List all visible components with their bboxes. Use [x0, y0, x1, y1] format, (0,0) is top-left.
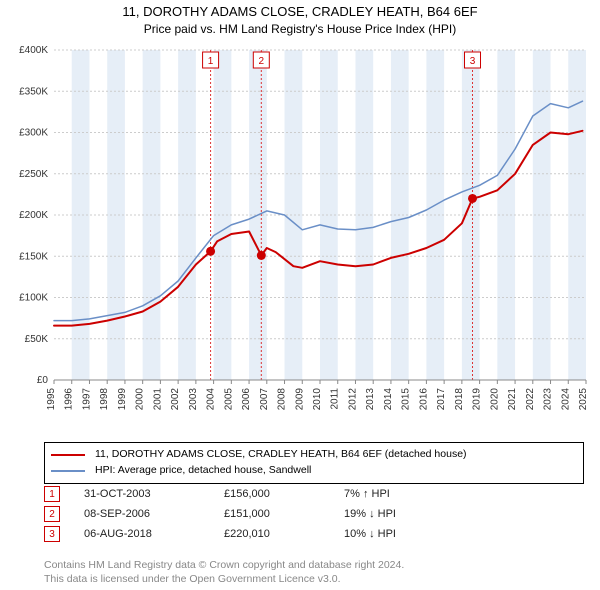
svg-text:2024: 2024 [560, 388, 571, 411]
events-table: 1 31-OCT-2003£156,0007% ↑ HPI 2 08-SEP-2006… [44, 486, 584, 546]
svg-text:2004: 2004 [206, 388, 217, 411]
event-row: 3 06-AUG-2018£220,01010% ↓ HPI [44, 526, 584, 542]
event-row: 1 31-OCT-2003£156,0007% ↑ HPI [44, 486, 584, 502]
svg-text:2018: 2018 [454, 388, 465, 411]
svg-text:2012: 2012 [347, 388, 358, 411]
svg-text:£400K: £400K [19, 45, 48, 56]
event-pct: 10% ↓ HPI [344, 528, 396, 540]
svg-text:2020: 2020 [489, 388, 500, 411]
event-price: £156,000 [224, 488, 344, 500]
svg-text:2019: 2019 [472, 388, 483, 411]
svg-text:£200K: £200K [19, 210, 48, 221]
root: 11, DOROTHY ADAMS CLOSE, CRADLEY HEATH, … [0, 0, 600, 590]
legend-label: HPI: Average price, detached house, Sand… [95, 463, 311, 479]
chart-area: £0 £50K £100K £150K £200K £250K £300K £350K £400… [8, 44, 592, 434]
svg-text:1: 1 [208, 56, 214, 67]
event-marker-box: 3 [44, 526, 60, 542]
svg-text:2001: 2001 [152, 388, 163, 411]
svg-text:2013: 2013 [365, 388, 376, 411]
chart-svg: £0 £50K £100K £150K £200K £250K £300K £350K £400… [8, 44, 592, 434]
event-marker-box: 1 [44, 486, 60, 502]
svg-text:£350K: £350K [19, 86, 48, 97]
footer: Contains HM Land Registry data © Crown c… [44, 558, 404, 586]
svg-text:2016: 2016 [418, 388, 429, 411]
event-pct: 19% ↓ HPI [344, 508, 396, 520]
svg-text:2006: 2006 [241, 388, 252, 411]
legend: 11, DOROTHY ADAMS CLOSE, CRADLEY HEATH, … [44, 442, 584, 484]
legend-row: HPI: Average price, detached house, Sand… [51, 463, 577, 479]
svg-text:2009: 2009 [294, 388, 305, 411]
svg-text:1997: 1997 [81, 388, 92, 411]
svg-text:2005: 2005 [223, 388, 234, 411]
chart-title: 11, DOROTHY ADAMS CLOSE, CRADLEY HEATH, … [0, 4, 600, 19]
svg-text:2022: 2022 [525, 388, 536, 411]
legend-row: 11, DOROTHY ADAMS CLOSE, CRADLEY HEATH, … [51, 447, 577, 463]
svg-text:3: 3 [470, 56, 476, 67]
svg-text:2007: 2007 [259, 388, 270, 411]
legend-swatch [51, 454, 85, 456]
svg-text:£300K: £300K [19, 128, 48, 139]
event-date: 08-SEP-2006 [84, 508, 224, 520]
svg-text:2002: 2002 [170, 388, 181, 411]
svg-text:2: 2 [259, 56, 265, 67]
footer-line-1: Contains HM Land Registry data © Crown c… [44, 558, 404, 572]
svg-text:2010: 2010 [312, 388, 323, 411]
svg-text:£100K: £100K [19, 293, 48, 304]
svg-text:£150K: £150K [19, 251, 48, 262]
svg-text:2014: 2014 [383, 388, 394, 411]
svg-text:2003: 2003 [188, 388, 199, 411]
svg-text:£50K: £50K [25, 334, 49, 345]
event-marker-box: 2 [44, 506, 60, 522]
event-pct: 7% ↑ HPI [344, 488, 390, 500]
event-date: 31-OCT-2003 [84, 488, 224, 500]
svg-text:2023: 2023 [543, 388, 554, 411]
svg-text:2021: 2021 [507, 388, 518, 411]
footer-line-2: This data is licensed under the Open Gov… [44, 572, 404, 586]
svg-text:£250K: £250K [19, 169, 48, 180]
svg-text:2000: 2000 [135, 388, 146, 411]
event-date: 06-AUG-2018 [84, 528, 224, 540]
chart-subtitle: Price paid vs. HM Land Registry's House … [0, 22, 600, 36]
svg-text:2025: 2025 [578, 388, 589, 411]
svg-text:1999: 1999 [117, 388, 128, 411]
svg-text:£0: £0 [37, 375, 49, 386]
svg-text:1996: 1996 [64, 388, 75, 411]
event-price: £151,000 [224, 508, 344, 520]
svg-text:2017: 2017 [436, 388, 447, 411]
svg-text:2011: 2011 [330, 388, 341, 410]
svg-text:1995: 1995 [46, 388, 57, 411]
legend-swatch [51, 470, 85, 472]
svg-text:2008: 2008 [277, 388, 288, 411]
legend-label: 11, DOROTHY ADAMS CLOSE, CRADLEY HEATH, … [95, 447, 467, 463]
svg-text:1998: 1998 [99, 388, 110, 411]
event-price: £220,010 [224, 528, 344, 540]
event-row: 2 08-SEP-2006£151,00019% ↓ HPI [44, 506, 584, 522]
svg-text:2015: 2015 [401, 388, 412, 411]
